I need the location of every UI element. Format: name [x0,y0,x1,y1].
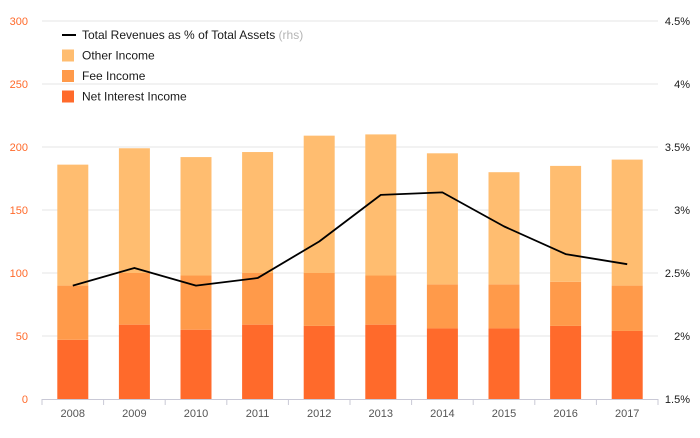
y-left-tick-label: 100 [10,268,28,280]
y-right-tick-label: 1.5% [665,394,690,406]
x-tick-label: 2009 [122,408,146,420]
legend-label-suffix: (rhs) [275,28,303,42]
bar-net-interest-income-2015 [489,328,520,399]
bar-other-income-2008 [57,165,88,286]
legend-swatch [62,70,74,82]
bar-net-interest-income-2016 [550,326,581,399]
bar-other-income-2016 [550,166,581,282]
x-tick-label: 2011 [246,408,270,420]
legend-label: Net Interest Income [82,90,187,104]
bar-fee-income-2012 [304,273,335,326]
y-left-tick-label: 0 [22,394,28,406]
y-left-tick-label: 300 [10,16,28,28]
y-right-tick-label: 4.5% [665,16,690,28]
bar-other-income-2013 [365,134,396,275]
bar-fee-income-2011 [242,273,273,325]
bar-fee-income-2015 [489,284,520,328]
bar-net-interest-income-2010 [181,330,212,399]
bar-net-interest-income-2013 [365,325,396,399]
bar-fee-income-2017 [612,286,643,331]
bar-other-income-2017 [612,160,643,286]
x-tick-label: 2013 [369,408,393,420]
bar-fee-income-2016 [550,282,581,326]
bar-other-income-2012 [304,136,335,273]
x-tick-label: 2017 [615,408,639,420]
bar-other-income-2011 [242,152,273,273]
legend-swatch [62,50,74,62]
bar-fee-income-2008 [57,286,88,340]
x-tick-label: 2010 [184,408,208,420]
legend-label: Other Income [82,49,155,63]
bar-net-interest-income-2009 [119,325,150,399]
bar-net-interest-income-2014 [427,328,458,399]
revenue-ratio-line [73,192,627,285]
bar-other-income-2010 [181,157,212,275]
y-right-tick-label: 3% [674,205,690,217]
legend: Total Revenues as % of Total Assets (rhs… [62,28,303,104]
bar-other-income-2015 [489,172,520,284]
bar-net-interest-income-2012 [304,326,335,399]
revenue-ratio-line-layer [73,192,628,285]
bar-fee-income-2009 [119,273,150,325]
y-left-tick-label: 200 [10,142,28,154]
x-tick-label: 2012 [307,408,331,420]
x-tick-label: 2015 [492,408,516,420]
stacked-bars [57,134,642,399]
y-left-tick-label: 250 [10,79,28,91]
y-right-tick-label: 3.5% [665,142,690,154]
bar-net-interest-income-2011 [242,325,273,399]
x-tick-label: 2014 [430,408,454,420]
x-tick-label: 2008 [61,408,85,420]
bar-fee-income-2014 [427,284,458,328]
x-tick-label: 2016 [553,408,577,420]
y-right-tick-label: 2% [674,331,690,343]
legend-label: Fee Income [82,69,146,83]
bar-net-interest-income-2017 [612,331,643,399]
y-right-tick-label: 4% [674,79,690,91]
bar-other-income-2009 [119,148,150,273]
y-left-tick-label: 150 [10,205,28,217]
bar-net-interest-income-2008 [57,340,88,399]
legend-swatch [62,91,74,103]
bar-other-income-2014 [427,153,458,284]
y-right-tick-label: 2.5% [665,268,690,280]
legend-label: Total Revenues as % of Total Assets (rhs… [82,28,303,42]
y-left-tick-label: 50 [16,331,28,343]
bar-fee-income-2013 [365,276,396,325]
